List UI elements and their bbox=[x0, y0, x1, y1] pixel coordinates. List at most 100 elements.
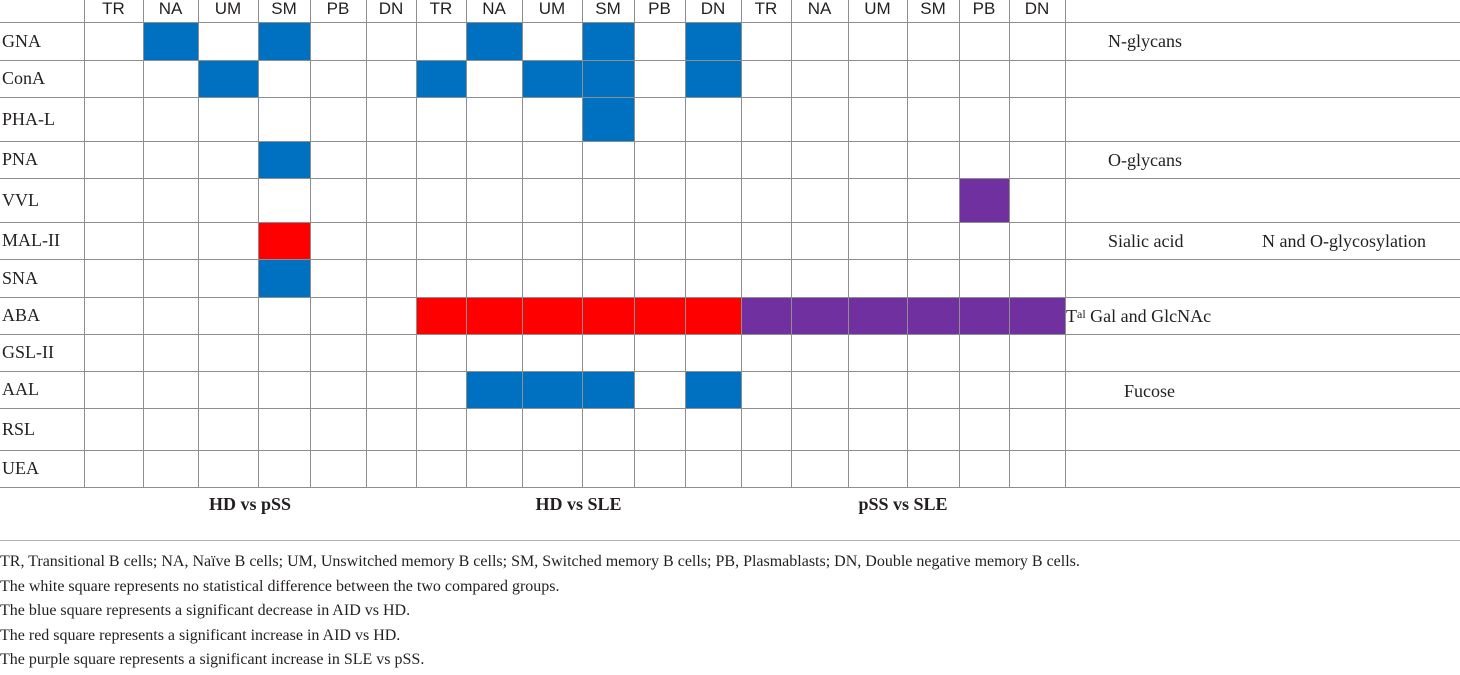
grid-vline bbox=[685, 0, 686, 487]
cell-rsl-pb-1 bbox=[310, 408, 366, 450]
column-header-pb-2: PB bbox=[648, 0, 671, 18]
cell-gna-dn-2 bbox=[685, 22, 741, 60]
cell-gna-sm-1 bbox=[258, 22, 310, 60]
grid-vline bbox=[522, 0, 523, 487]
cell-pha-l-na-1 bbox=[143, 97, 198, 141]
cell-pha-l-sm-2 bbox=[582, 97, 634, 141]
lectin-heatmap-table: TR NA UM SM PB DN TR NA UM SM PB DN TR NA UM SM PB DN GNA C… bbox=[0, 0, 1460, 488]
cell-pha-l-pb-2 bbox=[634, 97, 685, 141]
cell-cona-sm-3 bbox=[907, 60, 959, 97]
cell-aal-tr-3 bbox=[741, 371, 791, 408]
cell-pha-l-na-3 bbox=[791, 97, 848, 141]
cell-pna-na-1 bbox=[143, 141, 198, 178]
cell-sna-um-3 bbox=[848, 259, 907, 297]
cell-mal-ii-dn-3 bbox=[1009, 222, 1065, 259]
cell-aba-na-2 bbox=[466, 297, 522, 334]
cell-mal-ii-na-3 bbox=[791, 222, 848, 259]
cell-uea-dn-3 bbox=[1009, 450, 1065, 487]
footnote-blue-square: The blue square represents a significant… bbox=[0, 602, 411, 620]
column-header-dn-3: DN bbox=[1024, 0, 1050, 18]
cell-uea-um-1 bbox=[198, 450, 258, 487]
cell-gsl-ii-sm-1 bbox=[258, 334, 310, 371]
row-label-pna: PNA bbox=[2, 149, 39, 169]
group-label-hd-vs-pss: HD vs pSS bbox=[208, 494, 292, 514]
row-label-sna: SNA bbox=[2, 267, 39, 288]
cell-sna-dn-1 bbox=[366, 259, 416, 297]
column-header-um-1: UM bbox=[214, 0, 242, 18]
cell-gsl-ii-na-3 bbox=[791, 334, 848, 371]
cell-sna-pb-2 bbox=[634, 259, 685, 297]
cell-rsl-na-3 bbox=[791, 408, 848, 450]
grid-hline bbox=[0, 450, 1460, 451]
cell-pna-sm-3 bbox=[907, 141, 959, 178]
cell-mal-ii-um-3 bbox=[848, 222, 907, 259]
cell-gna-na-3 bbox=[791, 22, 848, 60]
grid-hline bbox=[0, 487, 1460, 488]
cell-cona-tr-1 bbox=[84, 60, 143, 97]
cell-gsl-ii-um-1 bbox=[198, 334, 258, 371]
cell-pna-um-1 bbox=[198, 141, 258, 178]
grid-vline bbox=[258, 0, 259, 487]
cell-cona-tr-3 bbox=[741, 60, 791, 97]
row-label-uea: UEA bbox=[2, 458, 39, 478]
cell-aal-tr-2 bbox=[416, 371, 466, 408]
cell-aal-sm-2 bbox=[582, 371, 634, 408]
cell-uea-tr-1 bbox=[84, 450, 143, 487]
cell-mal-ii-tr-2 bbox=[416, 222, 466, 259]
cell-vvl-um-2 bbox=[522, 178, 582, 222]
cell-gna-sm-2 bbox=[582, 22, 634, 60]
cell-gsl-ii-dn-2 bbox=[685, 334, 741, 371]
cell-vvl-na-2 bbox=[466, 178, 522, 222]
cell-pna-um-3 bbox=[848, 141, 907, 178]
cell-mal-ii-dn-2 bbox=[685, 222, 741, 259]
annotation-n-glycans: N-glycans bbox=[1108, 30, 1182, 51]
cell-sna-na-2 bbox=[466, 259, 522, 297]
cell-gna-pb-2 bbox=[634, 22, 685, 60]
cell-vvl-pb-2 bbox=[634, 178, 685, 222]
cell-rsl-um-2 bbox=[522, 408, 582, 450]
cell-vvl-dn-1 bbox=[366, 178, 416, 222]
cell-uea-pb-3 bbox=[959, 450, 1009, 487]
row-label-cona: ConA bbox=[2, 68, 46, 88]
cell-cona-dn-2 bbox=[685, 60, 741, 97]
cell-pha-l-um-3 bbox=[848, 97, 907, 141]
footnote-purple-square: The purple square represents a significa… bbox=[0, 651, 425, 669]
cell-vvl-pb-3 bbox=[959, 178, 1009, 222]
cell-gna-na-1 bbox=[143, 22, 198, 60]
cell-vvl-um-1 bbox=[198, 178, 258, 222]
cell-gna-pb-1 bbox=[310, 22, 366, 60]
cell-sna-sm-1 bbox=[258, 259, 310, 297]
footnote-divider bbox=[0, 540, 1460, 541]
cell-gsl-ii-sm-3 bbox=[907, 334, 959, 371]
cell-vvl-pb-1 bbox=[310, 178, 366, 222]
cell-uea-um-2 bbox=[522, 450, 582, 487]
annotation-fucose: Fucose bbox=[1124, 380, 1175, 401]
annotation-t-letter: T bbox=[1066, 305, 1077, 326]
cell-mal-ii-na-1 bbox=[143, 222, 198, 259]
column-header-um-2: UM bbox=[538, 0, 566, 18]
annotation-sialic-acid: Sialic acid bbox=[1108, 230, 1184, 251]
cell-uea-tr-2 bbox=[416, 450, 466, 487]
grid-hline bbox=[0, 334, 1460, 335]
cell-sna-tr-1 bbox=[84, 259, 143, 297]
cell-gsl-ii-pb-3 bbox=[959, 334, 1009, 371]
cell-cona-na-3 bbox=[791, 60, 848, 97]
grid-vline bbox=[198, 0, 199, 487]
column-header-um-3: UM bbox=[864, 0, 891, 18]
cell-aal-sm-1 bbox=[258, 371, 310, 408]
cell-gsl-ii-na-2 bbox=[466, 334, 522, 371]
cell-gna-um-1 bbox=[198, 22, 258, 60]
grid-hline bbox=[0, 141, 1460, 142]
cell-rsl-dn-3 bbox=[1009, 408, 1065, 450]
cell-pha-l-tr-1 bbox=[84, 97, 143, 141]
cell-aal-um-1 bbox=[198, 371, 258, 408]
cell-uea-sm-3 bbox=[907, 450, 959, 487]
cell-uea-na-3 bbox=[791, 450, 848, 487]
cell-rsl-um-1 bbox=[198, 408, 258, 450]
row-label-vvl: VVL bbox=[2, 189, 39, 210]
cell-rsl-na-2 bbox=[466, 408, 522, 450]
cell-aal-dn-1 bbox=[366, 371, 416, 408]
cell-cona-na-1 bbox=[143, 60, 198, 97]
row-label-aba: ABA bbox=[2, 305, 41, 325]
